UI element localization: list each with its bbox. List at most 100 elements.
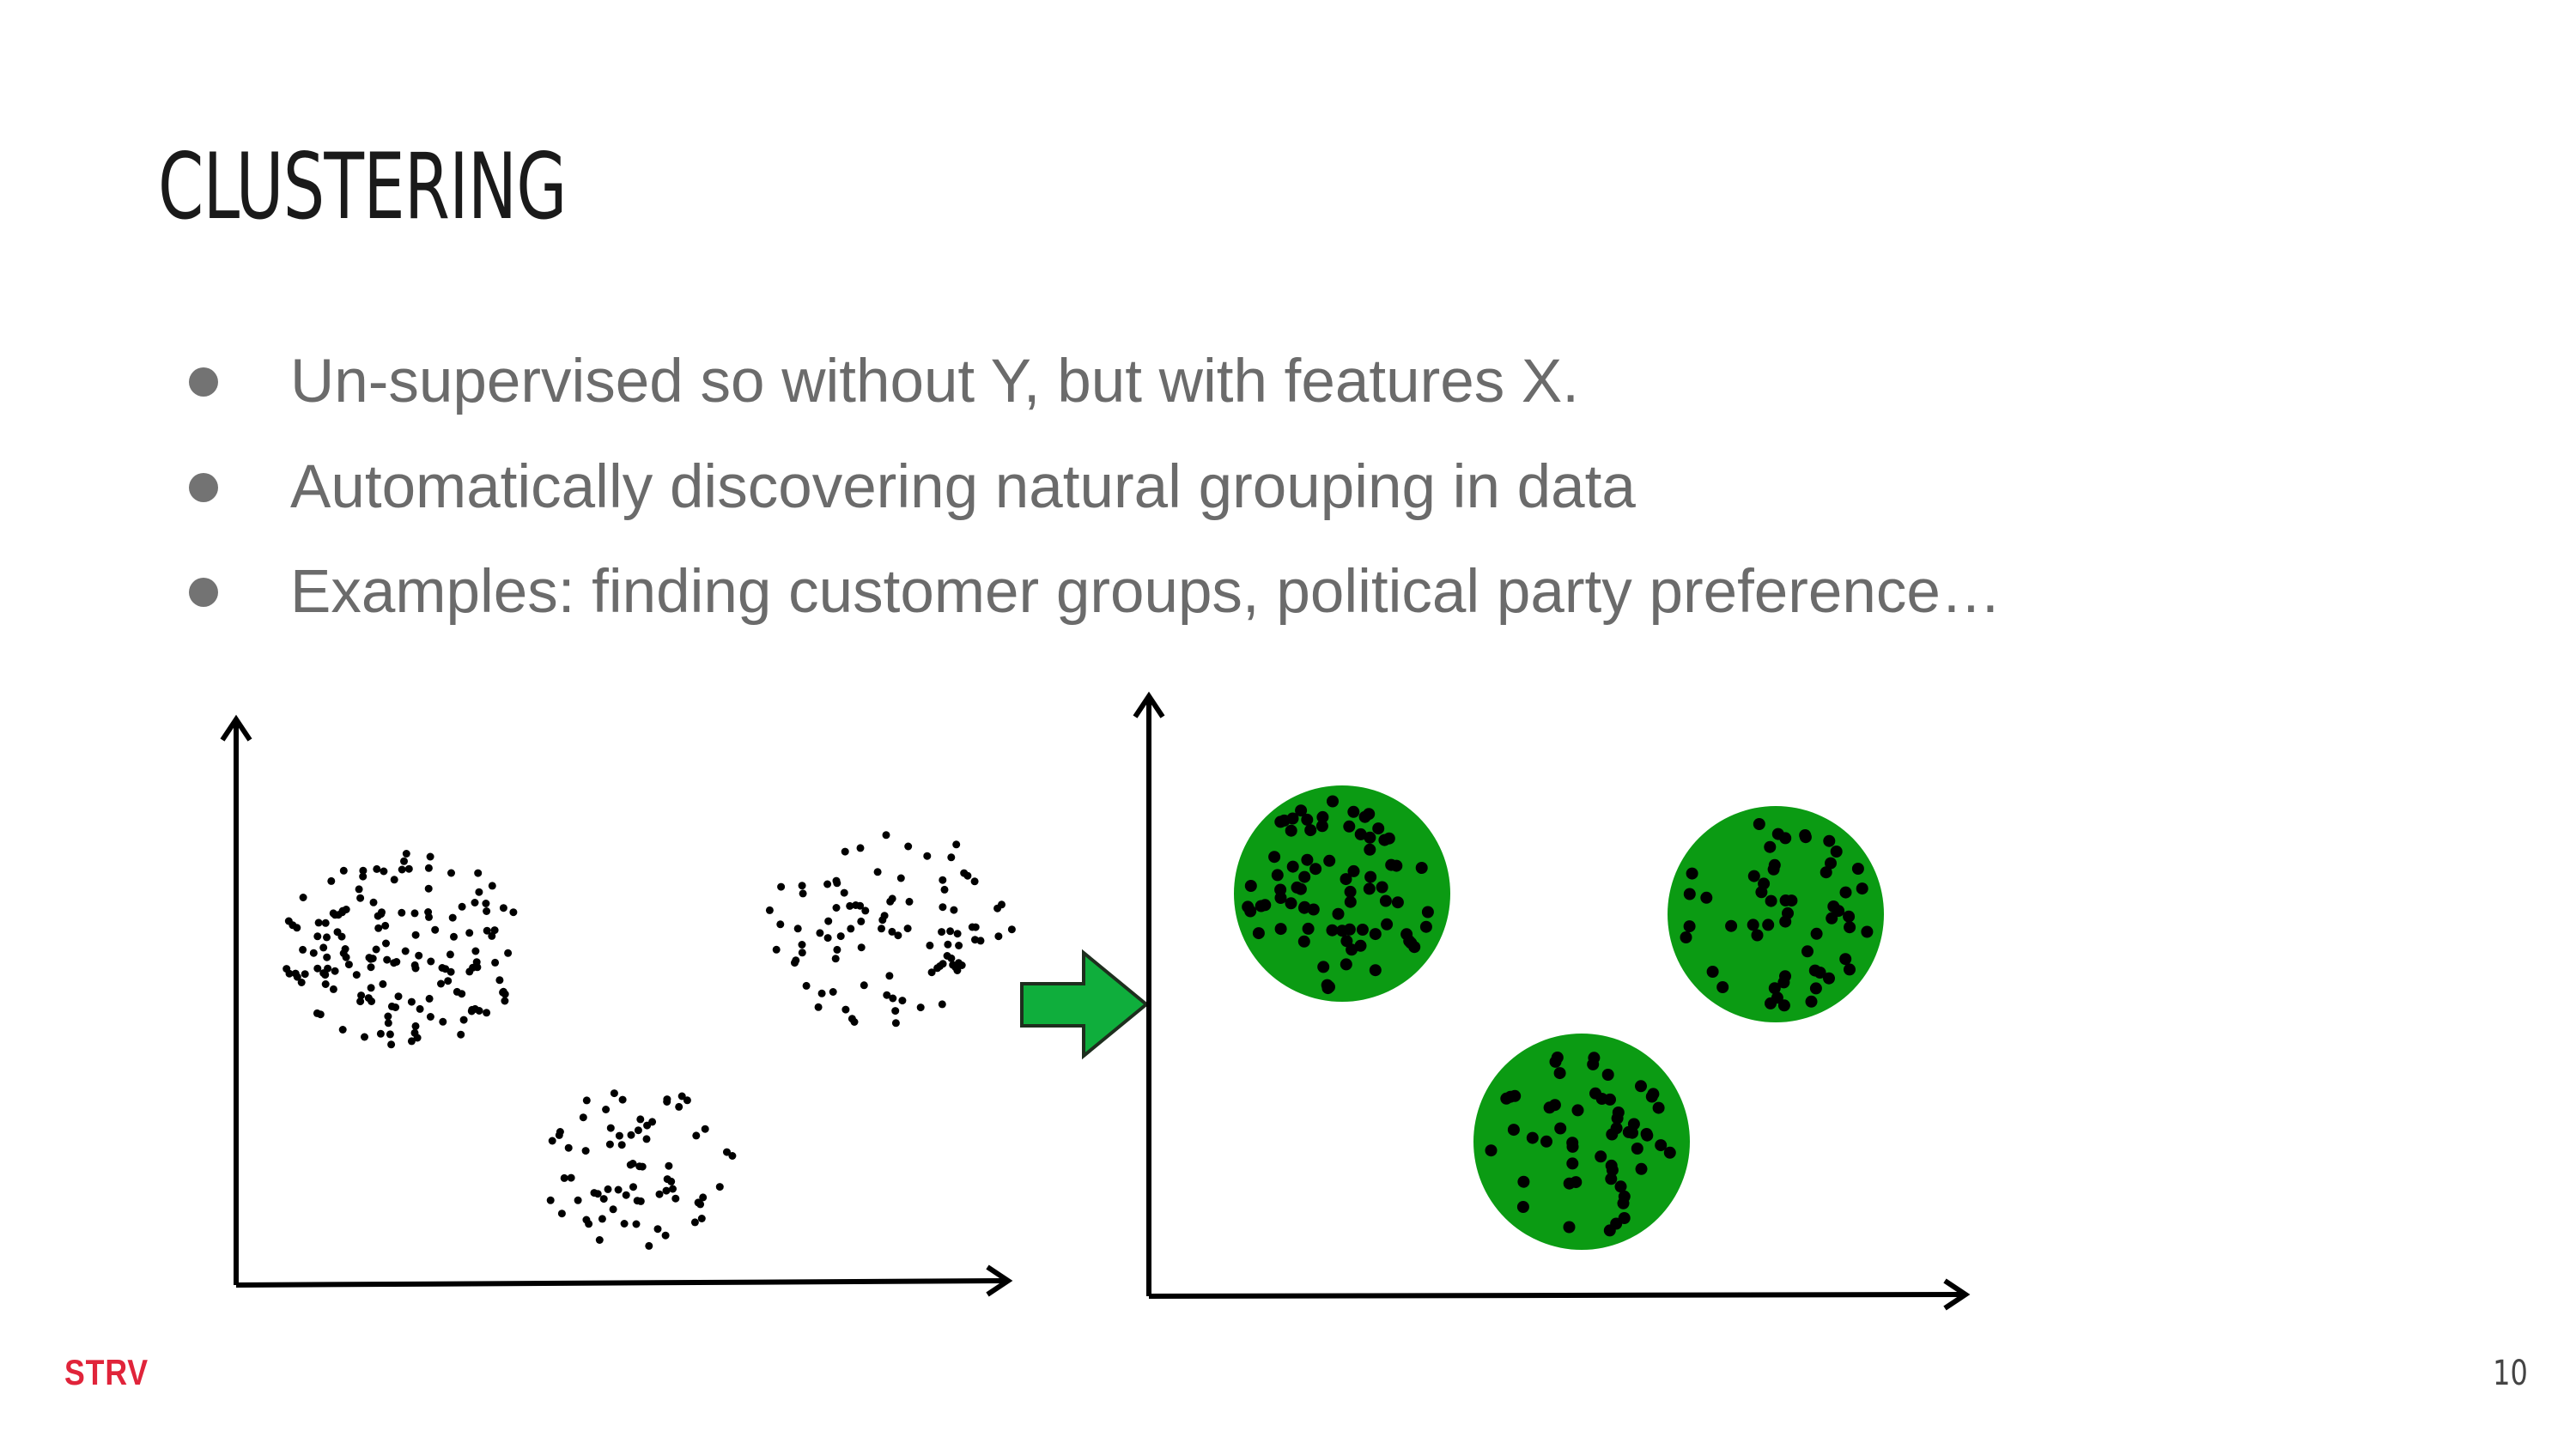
scatter-point bbox=[327, 876, 336, 885]
scatter-point bbox=[632, 1220, 641, 1228]
cluster-point bbox=[1391, 896, 1404, 909]
scatter-point bbox=[653, 1225, 662, 1234]
scatter-point bbox=[504, 949, 513, 957]
cluster-point bbox=[1771, 828, 1784, 840]
cluster-point bbox=[1553, 1067, 1566, 1080]
scatter-point bbox=[622, 1191, 630, 1199]
cluster-point bbox=[1753, 818, 1765, 830]
scatter-point bbox=[447, 967, 455, 976]
scatter-point bbox=[599, 1195, 608, 1203]
scatter-point bbox=[883, 991, 891, 999]
bullet-dot-icon bbox=[189, 367, 218, 397]
scatter-point bbox=[411, 1022, 420, 1030]
scatter-point bbox=[374, 924, 383, 932]
scatter-point bbox=[841, 847, 849, 856]
scatter-point bbox=[947, 853, 956, 862]
scatter-point bbox=[697, 1215, 706, 1222]
cluster-point bbox=[1379, 894, 1392, 907]
scatter-point bbox=[472, 958, 481, 967]
scatter-point bbox=[840, 888, 848, 897]
scatter-point bbox=[390, 959, 398, 967]
scatter-point bbox=[491, 958, 500, 967]
cluster-point bbox=[1779, 915, 1792, 928]
scatter-point bbox=[444, 977, 453, 985]
cluster-point bbox=[1554, 1122, 1567, 1135]
cluster-point bbox=[1364, 843, 1376, 856]
cluster-point bbox=[1747, 919, 1759, 931]
scatter-point bbox=[699, 1193, 708, 1202]
scatter-point bbox=[378, 908, 386, 917]
scatter-point bbox=[293, 973, 301, 981]
scatter-point bbox=[938, 928, 946, 937]
scatter-point bbox=[339, 866, 348, 875]
scatter-point bbox=[595, 1236, 604, 1244]
cluster-point bbox=[1631, 1143, 1643, 1155]
scatter-point bbox=[880, 912, 889, 920]
scatter-point bbox=[675, 1102, 683, 1111]
scatter-point bbox=[499, 987, 507, 996]
scatter-point bbox=[384, 1012, 392, 1021]
scatter-point bbox=[617, 1141, 626, 1149]
scatter-point bbox=[557, 1210, 566, 1218]
cluster-point bbox=[1839, 886, 1852, 899]
cluster-point bbox=[1354, 828, 1367, 840]
scatter-point bbox=[690, 1218, 699, 1227]
scatter-point bbox=[947, 954, 956, 962]
bullet-text: Automatically discovering natural groupi… bbox=[290, 453, 1636, 521]
cluster-point bbox=[1771, 991, 1783, 1004]
cluster-point bbox=[1683, 888, 1696, 900]
cluster-point bbox=[1777, 999, 1790, 1012]
scatter-point bbox=[802, 981, 811, 990]
cluster-point bbox=[1589, 1087, 1601, 1100]
scatter-point bbox=[400, 857, 408, 865]
cluster-point bbox=[1641, 1129, 1654, 1142]
cluster-point bbox=[1274, 892, 1287, 904]
scatter-point bbox=[416, 1004, 424, 1013]
scatter-point bbox=[424, 884, 433, 893]
cluster-point bbox=[1762, 919, 1775, 931]
scatter-point bbox=[662, 1186, 671, 1195]
cluster-point bbox=[1347, 864, 1360, 877]
scatter-point bbox=[401, 947, 410, 955]
scatter-point bbox=[590, 1189, 598, 1197]
scatter-point bbox=[367, 955, 375, 963]
cluster-point bbox=[1635, 1162, 1648, 1175]
scatter-point bbox=[661, 1231, 670, 1240]
scatter-point bbox=[610, 1089, 618, 1098]
scatter-point bbox=[933, 964, 942, 973]
cluster-point bbox=[1563, 1221, 1576, 1234]
scatter-point bbox=[970, 877, 979, 886]
scatter-point bbox=[372, 945, 380, 954]
scatter-point bbox=[331, 967, 339, 975]
scatter-point bbox=[846, 901, 854, 910]
scatter-point bbox=[509, 908, 518, 917]
cluster-point bbox=[1814, 967, 1826, 979]
scatter-point bbox=[471, 899, 479, 906]
cluster-point bbox=[1680, 931, 1692, 943]
scatter-point bbox=[394, 992, 403, 1001]
cluster-point bbox=[1271, 869, 1284, 882]
scatter-point bbox=[367, 963, 375, 972]
cluster-point bbox=[1823, 834, 1836, 847]
scatter-point bbox=[431, 925, 440, 934]
scatter-point bbox=[359, 872, 368, 881]
cluster-point bbox=[1419, 920, 1432, 933]
cluster-point bbox=[1317, 961, 1330, 973]
cluster-point bbox=[1595, 1150, 1607, 1163]
scatter-point bbox=[857, 943, 866, 952]
cluster-point bbox=[1336, 925, 1349, 937]
scatter-point bbox=[581, 1147, 590, 1155]
cluster-point bbox=[1768, 982, 1781, 995]
scatter-point bbox=[364, 994, 373, 1003]
cluster-point bbox=[1809, 982, 1822, 995]
scatter-point bbox=[832, 904, 841, 912]
scatter-point bbox=[450, 932, 458, 941]
scatter-point bbox=[482, 900, 490, 907]
scatter-point bbox=[359, 866, 368, 875]
page-number: 10 bbox=[2493, 1354, 2528, 1393]
scatter-point bbox=[439, 1017, 447, 1026]
scatter-point bbox=[402, 850, 410, 858]
scatter-point bbox=[627, 1131, 635, 1139]
cluster-point bbox=[1851, 863, 1864, 875]
cluster-point bbox=[1485, 1144, 1498, 1157]
